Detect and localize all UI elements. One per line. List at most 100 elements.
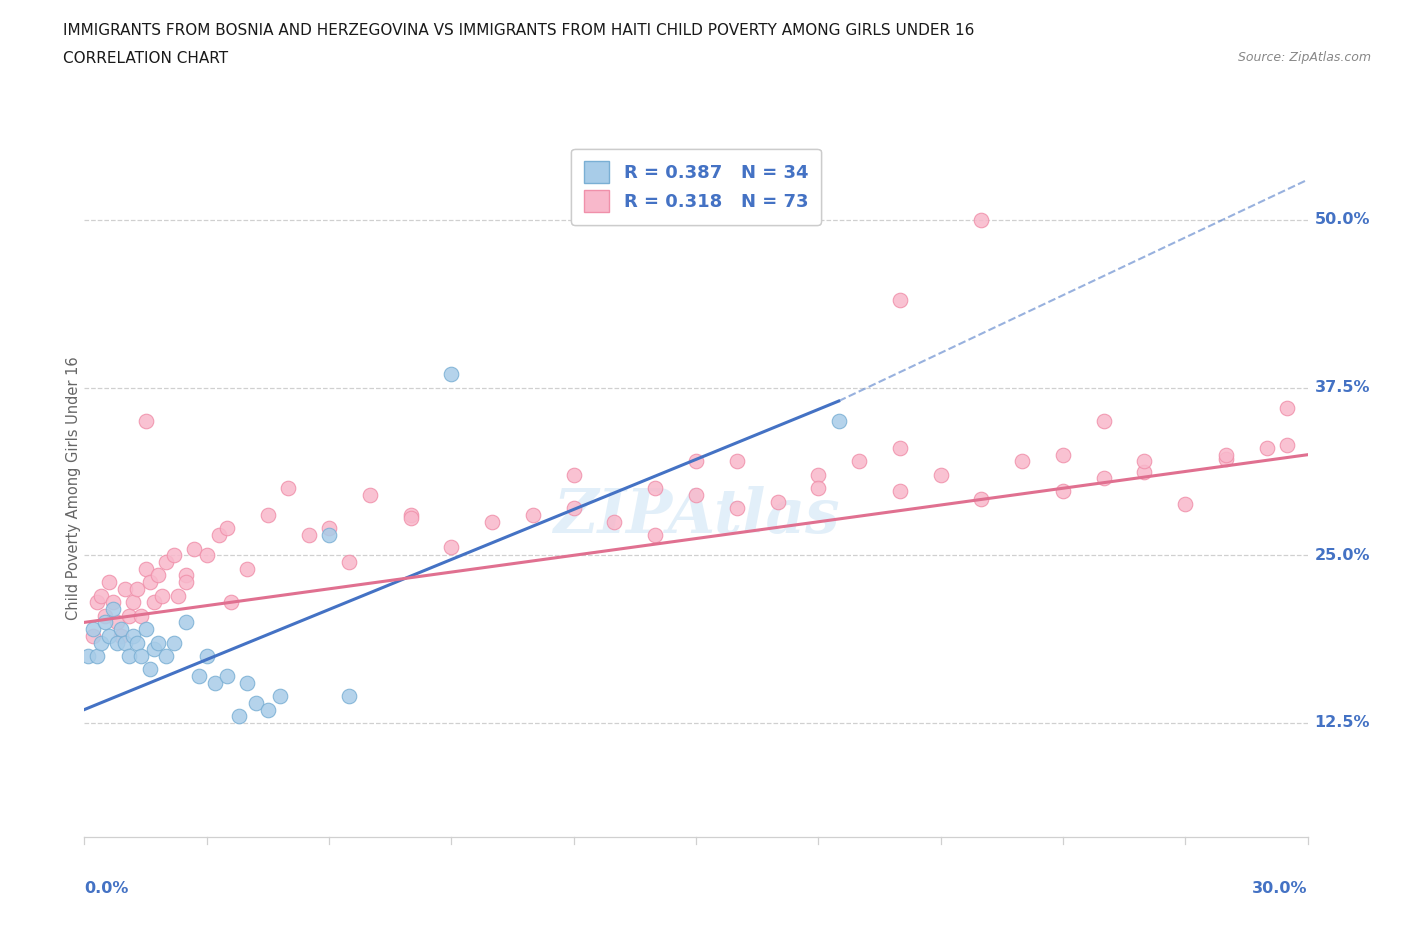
Point [318, 527, 340, 542]
Point [848, 454, 870, 469]
Text: 0.0%: 0.0% [84, 881, 129, 896]
Text: CORRELATION CHART: CORRELATION CHART [63, 51, 228, 66]
Point [339, 689, 360, 704]
Point [146, 635, 169, 650]
Point [1174, 497, 1197, 512]
Point [150, 588, 173, 603]
Point [135, 621, 157, 636]
Point [889, 293, 911, 308]
Point [277, 481, 299, 496]
Point [889, 484, 911, 498]
Point [110, 629, 132, 644]
Point [142, 642, 165, 657]
Point [1052, 484, 1074, 498]
Point [82, 621, 104, 636]
Point [440, 366, 463, 381]
Point [163, 548, 186, 563]
Point [217, 669, 239, 684]
Point [228, 709, 250, 724]
Point [929, 468, 952, 483]
Point [1275, 438, 1298, 453]
Point [101, 595, 124, 610]
Point [236, 562, 259, 577]
Point [86, 648, 108, 663]
Point [562, 501, 585, 516]
Point [131, 608, 153, 623]
Text: 12.5%: 12.5% [1315, 715, 1369, 730]
Point [183, 541, 205, 556]
Point [138, 575, 160, 590]
Point [219, 595, 242, 610]
Point [1133, 465, 1156, 480]
Point [105, 615, 128, 630]
Point [562, 468, 585, 483]
Point [82, 629, 104, 644]
Point [187, 669, 209, 684]
Point [90, 635, 112, 650]
Point [77, 648, 100, 663]
Point [1256, 441, 1278, 456]
Point [146, 568, 169, 583]
Text: 37.5%: 37.5% [1315, 380, 1369, 395]
Point [155, 648, 177, 663]
Point [399, 508, 422, 523]
Point [195, 548, 218, 563]
Point [245, 696, 267, 711]
Point [1215, 447, 1237, 462]
Point [725, 501, 748, 516]
Point [827, 414, 849, 429]
Point [644, 527, 666, 542]
Point [339, 554, 360, 569]
Y-axis label: Child Poverty Among Girls Under 16: Child Poverty Among Girls Under 16 [66, 356, 80, 620]
Point [118, 608, 141, 623]
Point [359, 487, 381, 502]
Point [97, 575, 120, 590]
Text: IMMIGRANTS FROM BOSNIA AND HERZEGOVINA VS IMMIGRANTS FROM HAITI CHILD POVERTY AM: IMMIGRANTS FROM BOSNIA AND HERZEGOVINA V… [63, 23, 974, 38]
Point [122, 629, 145, 644]
Point [217, 521, 239, 536]
Point [155, 554, 177, 569]
Point [174, 568, 197, 583]
Point [105, 635, 128, 650]
Point [685, 454, 707, 469]
Point [110, 621, 132, 636]
Text: Source: ZipAtlas.com: Source: ZipAtlas.com [1237, 51, 1371, 64]
Point [603, 514, 626, 529]
Point [174, 615, 197, 630]
Point [269, 689, 291, 704]
Point [1052, 447, 1074, 462]
Point [127, 635, 149, 650]
Legend: R = 0.387   N = 34, R = 0.318   N = 73: R = 0.387 N = 34, R = 0.318 N = 73 [571, 149, 821, 225]
Point [1275, 400, 1298, 415]
Point [163, 635, 186, 650]
Point [114, 581, 136, 596]
Point [97, 629, 120, 644]
Point [204, 675, 226, 690]
Point [195, 648, 218, 663]
Point [889, 441, 911, 456]
Point [298, 527, 321, 542]
Point [208, 527, 231, 542]
Text: 30.0%: 30.0% [1253, 881, 1308, 896]
Point [725, 454, 748, 469]
Point [1133, 454, 1156, 469]
Point [135, 414, 157, 429]
Point [1092, 414, 1115, 429]
Point [481, 514, 503, 529]
Point [127, 581, 149, 596]
Point [766, 494, 789, 509]
Point [807, 481, 830, 496]
Point [101, 602, 124, 617]
Point [399, 511, 422, 525]
Point [174, 575, 197, 590]
Point [644, 481, 666, 496]
Point [90, 588, 112, 603]
Text: 50.0%: 50.0% [1315, 212, 1369, 228]
Point [135, 562, 157, 577]
Point [236, 675, 259, 690]
Point [257, 508, 280, 523]
Point [257, 702, 280, 717]
Point [131, 648, 153, 663]
Point [1011, 454, 1033, 469]
Point [970, 492, 993, 507]
